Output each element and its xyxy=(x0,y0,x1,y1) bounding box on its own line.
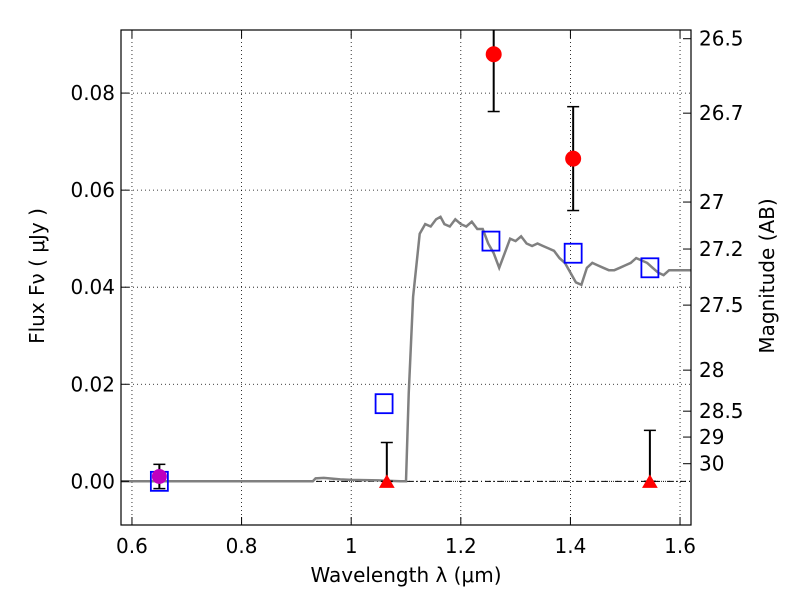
y2-tick-label: 28.5 xyxy=(699,399,744,423)
y2-tick-label: 29 xyxy=(699,425,724,449)
upper-limit-triangle xyxy=(378,474,395,488)
x-tick-label: 0.6 xyxy=(116,534,148,558)
model-band-square xyxy=(640,257,660,279)
detection-point xyxy=(485,46,502,63)
x-tick-label: 1.6 xyxy=(664,534,696,558)
y-axis-title: Flux Fν ( μJy ) xyxy=(25,208,49,344)
y2-tick-label: 30 xyxy=(699,452,724,476)
y2-tick-label: 27 xyxy=(699,190,724,214)
model-band-square xyxy=(563,242,583,264)
model-sed-line xyxy=(121,215,691,483)
plot-area xyxy=(121,30,691,492)
y2-axis-title: Magnitude (AB) xyxy=(755,198,779,353)
y2-tick-label: 26.5 xyxy=(699,27,744,51)
y-tick-label: 0.08 xyxy=(70,81,115,105)
x-tick-label: 0.8 xyxy=(226,534,258,558)
y2-tick-label: 26.7 xyxy=(699,101,744,125)
x-tick-label: 1.2 xyxy=(445,534,477,558)
optical-point xyxy=(151,468,167,484)
y-tick-label: 0.06 xyxy=(70,178,115,202)
model-band-square xyxy=(374,393,394,415)
y2-tick-label: 27.5 xyxy=(699,293,744,317)
y2-tick-label: 28 xyxy=(699,358,724,382)
x-axis-title: Wavelength λ (μm) xyxy=(310,563,501,587)
y-tick-label: 0.02 xyxy=(70,372,115,396)
y2-tick-label: 27.2 xyxy=(699,237,744,261)
axis-ticks: 0.6 0.8 1 1.2 1.4 1.6 0.00 0.02 0.04 0.06 0.08 26.5… xyxy=(70,27,743,558)
y-tick-label: 0.00 xyxy=(70,469,115,493)
model-band-square xyxy=(481,230,501,252)
detection-point xyxy=(565,150,582,167)
plot-frame xyxy=(120,29,692,526)
x-tick-label: 1.4 xyxy=(555,534,587,558)
upper-limit-triangle xyxy=(642,474,658,488)
x-tick-label: 1 xyxy=(345,534,358,558)
y-tick-label: 0.04 xyxy=(70,275,115,299)
